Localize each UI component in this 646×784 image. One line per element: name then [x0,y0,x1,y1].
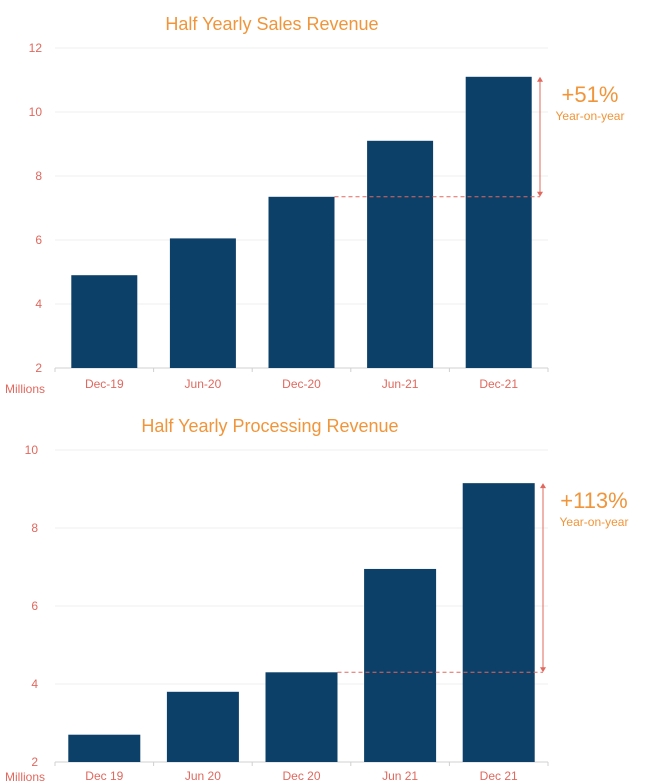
bar [268,196,335,368]
y-tick-label: 10 [25,443,39,457]
arrow-head-down [540,667,546,673]
y-tick-label: 4 [31,677,38,691]
chart-title: Half Yearly Sales Revenue [165,14,378,34]
bar [462,483,535,762]
bar [465,76,532,369]
arrow-head-up [537,76,543,82]
year-on-year-label: Year-on-year [560,515,629,529]
arrow-head-down [537,191,543,197]
y-tick-label: 4 [35,297,42,311]
y-tick-label: 10 [29,105,43,119]
x-tick-label: Dec 21 [480,769,518,783]
year-on-year-label: Year-on-year [556,109,625,123]
x-tick-label: Jun 20 [185,769,221,783]
growth-percent-label: +51% [562,82,619,107]
sales-revenue-chart: Half Yearly Sales Revenue Millions +51% … [5,14,624,396]
x-tick-label: Dec 20 [282,769,320,783]
x-tick-label: Jun-20 [185,377,222,391]
y-tick-label: 12 [29,41,43,55]
y-tick-label: 6 [31,599,38,613]
x-tick-label: Jun-21 [382,377,419,391]
units-label: Millions [5,382,45,396]
y-tick-label: 6 [35,233,42,247]
bar [169,238,236,368]
x-tick-label: Dec-20 [282,377,321,391]
processing-revenue-chart: Half Yearly Processing Revenue Millions … [5,416,628,784]
x-tick-label: Dec-19 [85,377,124,391]
bar [265,672,338,762]
x-tick-label: Dec 19 [85,769,123,783]
bar [68,734,141,762]
chart-title: Half Yearly Processing Revenue [141,416,398,436]
arrow-head-up [540,483,546,489]
bar [166,691,239,762]
y-tick-label: 8 [35,169,42,183]
x-tick-label: Jun 21 [382,769,418,783]
bar [71,275,138,368]
growth-percent-label: +113% [560,488,627,513]
y-tick-label: 2 [31,755,38,769]
units-label: Millions [5,770,45,784]
bar [367,140,434,368]
y-tick-label: 8 [31,521,38,535]
x-tick-label: Dec-21 [479,377,518,391]
bar [364,568,437,762]
y-tick-label: 2 [35,361,42,375]
